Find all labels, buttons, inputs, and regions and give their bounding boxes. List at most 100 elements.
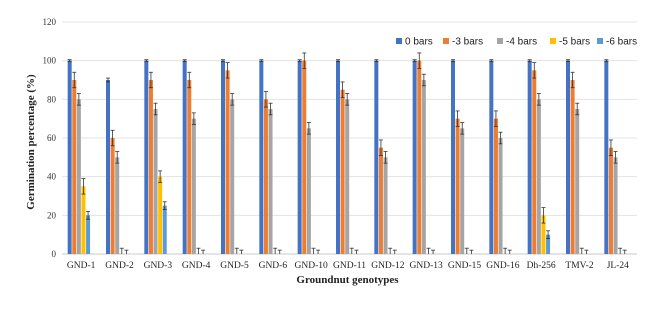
bar-GND-4-0bars <box>183 61 187 254</box>
error-bar <box>584 250 588 254</box>
bar-GND-2--3bars <box>111 138 115 254</box>
bar-GND-1--3bars <box>72 80 76 254</box>
legend-swatch <box>443 38 449 44</box>
y-tick-label: 60 <box>47 133 57 143</box>
x-tick-label: GND-1 <box>67 261 96 271</box>
bar-GND-3-0bars <box>144 61 148 254</box>
bar-GND-13-0bars <box>413 61 417 254</box>
bar-GND-15--4bars <box>460 128 464 254</box>
bar-GND-3--4bars <box>154 109 158 254</box>
bar-GND-11--4bars <box>345 99 349 254</box>
bar-GND-16-0bars <box>489 61 493 254</box>
y-tick-label: 80 <box>47 94 57 104</box>
bar-GND-3--3bars <box>149 80 153 254</box>
bar-GND-1--4bars <box>77 99 81 254</box>
bar-GND-4--3bars <box>187 80 191 254</box>
x-tick-label: GND-3 <box>144 261 173 271</box>
bar-GND-13--4bars <box>422 80 426 254</box>
error-bar <box>618 248 622 254</box>
legend-item: -5 bars <box>550 37 590 48</box>
error-bar <box>503 248 507 254</box>
bar-TMV-2--3bars <box>571 80 575 254</box>
x-tick-label: GND-15 <box>448 261 481 271</box>
legend-label: -5 bars <box>559 37 590 48</box>
x-tick-label: Dh-256 <box>527 261 556 271</box>
error-bar <box>623 250 627 254</box>
bar-Dh-256-0bars <box>528 61 532 254</box>
error-bar <box>431 250 435 254</box>
bar-GND-1-0bars <box>68 61 72 254</box>
legend-label: -4 bars <box>506 37 537 48</box>
y-tick-label: 0 <box>52 249 57 259</box>
x-tick-label: TMV-2 <box>565 261 593 271</box>
y-axis-title: Germination percentage (%) <box>25 74 37 210</box>
bar-TMV-2--4bars <box>575 109 579 254</box>
bar-GND-11--3bars <box>341 90 345 254</box>
bar-TMV-2-0bars <box>566 61 570 254</box>
bar-GND-12--4bars <box>384 157 388 254</box>
legend-item: -6 bars <box>597 37 637 48</box>
legend-item: -3 bars <box>443 37 483 48</box>
bar-GND-6--3bars <box>264 99 268 254</box>
error-bar <box>469 250 473 254</box>
x-tick-label: GND-13 <box>410 261 443 271</box>
legend: 0 bars -3 bars -4 bars -5 bars -6 bars <box>396 37 637 48</box>
bar-JL-24-0bars <box>604 61 608 254</box>
y-tick-label: 20 <box>47 210 57 220</box>
bar-GND-10--3bars <box>302 61 306 254</box>
error-bar <box>124 250 128 254</box>
bar-GND-5--3bars <box>226 70 230 254</box>
legend-label: -6 bars <box>606 37 637 48</box>
bar-Dh-256--4bars <box>537 99 541 254</box>
x-tick-label: GND-5 <box>220 261 249 271</box>
bar-GND-5-0bars <box>221 61 225 254</box>
bar-GND-1--5bars <box>81 186 85 254</box>
x-tick-label: GND-11 <box>333 261 366 271</box>
bar-JL-24--4bars <box>614 157 618 254</box>
x-tick-label: GND-6 <box>259 261 288 271</box>
bar-GND-15--3bars <box>456 119 460 254</box>
error-bar <box>354 250 358 254</box>
bar-GND-12-0bars <box>374 61 378 254</box>
x-tick-label: GND-10 <box>295 261 328 271</box>
bar-GND-5--4bars <box>230 99 234 254</box>
x-tick-label: GND-12 <box>371 261 404 271</box>
legend-swatch <box>497 38 503 44</box>
bar-GND-16--3bars <box>494 119 498 254</box>
legend-swatch <box>597 38 603 44</box>
legend-label: -3 bars <box>452 37 483 48</box>
legend-item: 0 bars <box>396 37 433 48</box>
error-bar <box>388 248 392 254</box>
bar-GND-4--4bars <box>192 119 196 254</box>
error-bar <box>426 248 430 254</box>
bar-GND-3--6bars <box>163 206 167 254</box>
bar-GND-10--4bars <box>307 128 311 254</box>
x-category-labels: GND-1 GND-2 GND-3 GND-4 GND-5 GND-6 GND-10 GND-… <box>67 261 629 271</box>
legend-swatch <box>396 38 402 44</box>
bar-GND-2--4bars <box>115 157 119 254</box>
error-bar <box>201 250 205 254</box>
legend-item: -4 bars <box>497 37 537 48</box>
bar-GND-6--4bars <box>269 109 273 254</box>
error-bar <box>235 248 239 254</box>
error-bar <box>273 248 277 254</box>
error-bar <box>278 250 282 254</box>
bar-GND-15-0bars <box>451 61 455 254</box>
error-bar <box>311 248 315 254</box>
error-bar <box>239 250 243 254</box>
error-bar <box>120 248 124 254</box>
y-tick-label: 100 <box>43 56 57 66</box>
bar-GND-12--3bars <box>379 148 383 254</box>
error-bar <box>465 248 469 254</box>
bar-GND-1--6bars <box>86 215 90 254</box>
bar-Dh-256--3bars <box>532 70 536 254</box>
y-tick-label: 120 <box>43 17 57 27</box>
x-tick-label: JL-24 <box>607 261 629 271</box>
legend-swatch <box>550 38 556 44</box>
error-bar <box>350 248 354 254</box>
x-axis-title: Groundnut genotypes <box>296 274 399 286</box>
error-bar <box>508 250 512 254</box>
bar-GND-10-0bars <box>298 61 302 254</box>
